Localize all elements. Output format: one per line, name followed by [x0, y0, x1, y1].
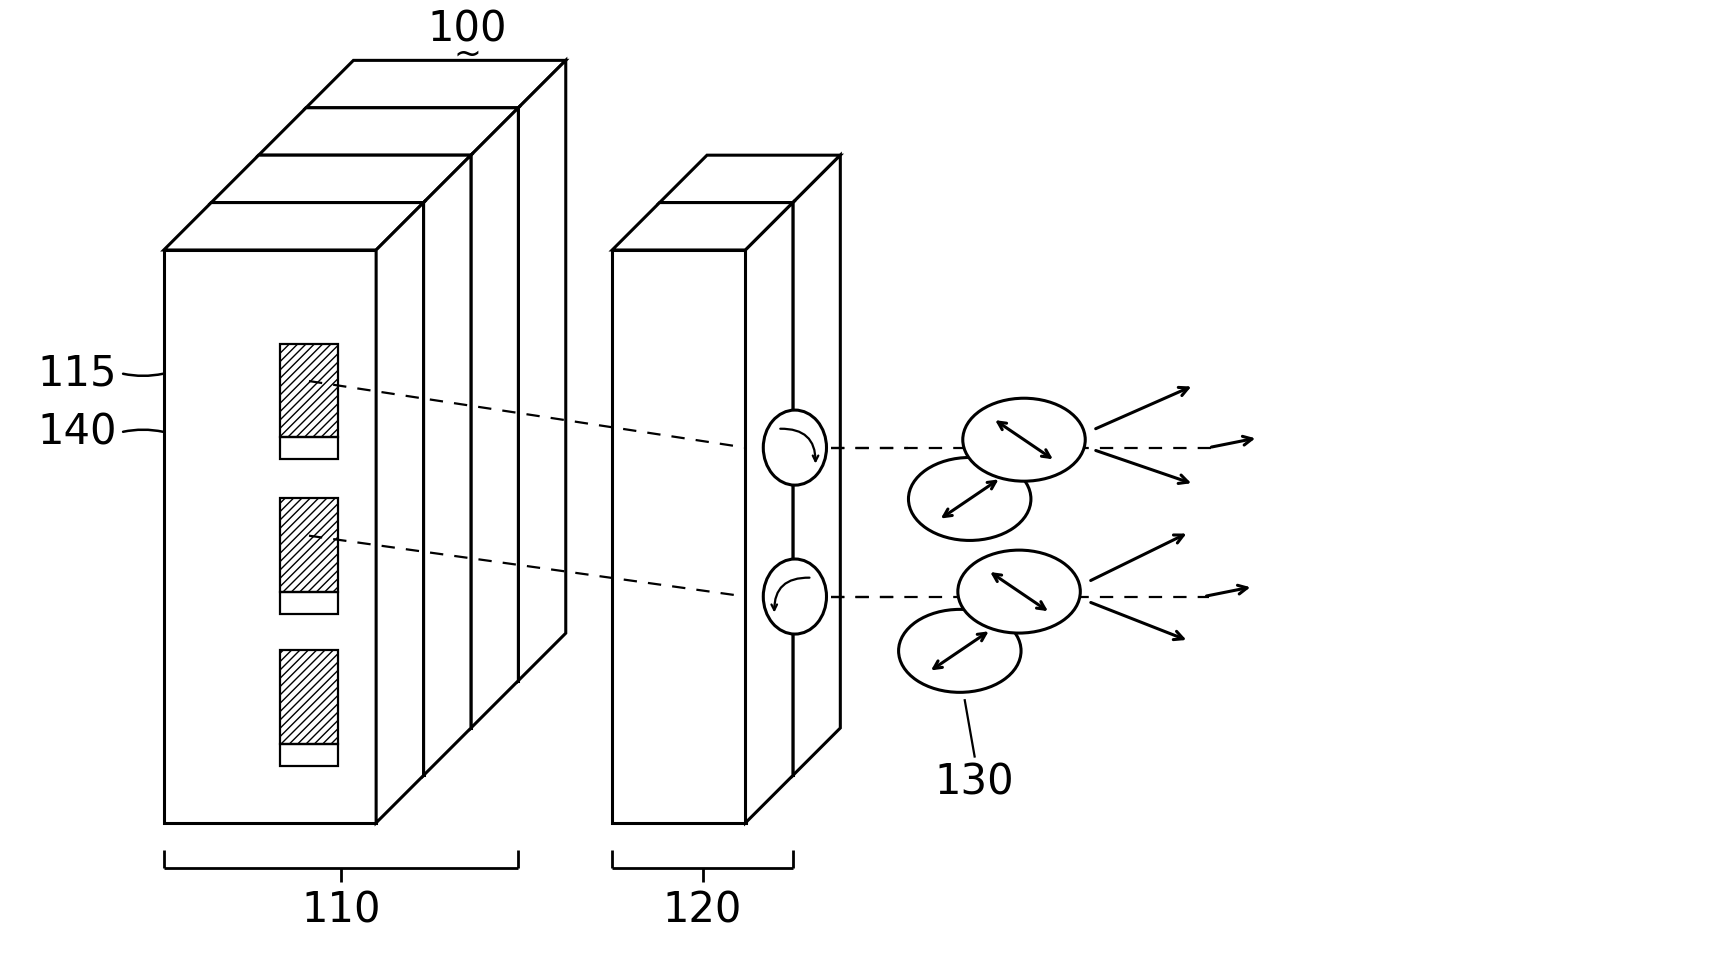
Bar: [280, 344, 337, 438]
Text: 110: 110: [301, 890, 381, 932]
Bar: [280, 650, 337, 744]
Polygon shape: [471, 108, 517, 728]
Ellipse shape: [763, 559, 825, 634]
Text: 130: 130: [934, 761, 1014, 804]
Bar: [211, 203, 424, 776]
Polygon shape: [164, 203, 424, 250]
Bar: [280, 498, 337, 592]
Polygon shape: [612, 203, 792, 250]
Bar: [280, 744, 337, 765]
Bar: [280, 438, 337, 459]
Polygon shape: [659, 156, 839, 203]
Polygon shape: [424, 156, 471, 776]
Ellipse shape: [763, 411, 825, 485]
Polygon shape: [746, 203, 792, 823]
Bar: [612, 250, 746, 823]
Polygon shape: [792, 156, 839, 776]
Polygon shape: [211, 156, 471, 203]
Bar: [164, 250, 375, 823]
Polygon shape: [306, 60, 566, 108]
Ellipse shape: [908, 458, 1031, 540]
Polygon shape: [258, 108, 517, 156]
Text: 140: 140: [38, 412, 118, 453]
Text: ~: ~: [453, 38, 481, 71]
Bar: [280, 344, 337, 438]
Bar: [280, 592, 337, 613]
Polygon shape: [517, 60, 566, 681]
Ellipse shape: [898, 610, 1021, 693]
Bar: [306, 108, 517, 681]
Ellipse shape: [962, 398, 1085, 481]
Text: 120: 120: [663, 890, 742, 932]
Text: 100: 100: [427, 9, 507, 50]
Bar: [280, 498, 337, 592]
Bar: [258, 156, 471, 728]
Bar: [659, 203, 792, 776]
Polygon shape: [375, 203, 424, 823]
Ellipse shape: [957, 550, 1080, 633]
Text: 115: 115: [38, 353, 118, 394]
Bar: [280, 650, 337, 744]
